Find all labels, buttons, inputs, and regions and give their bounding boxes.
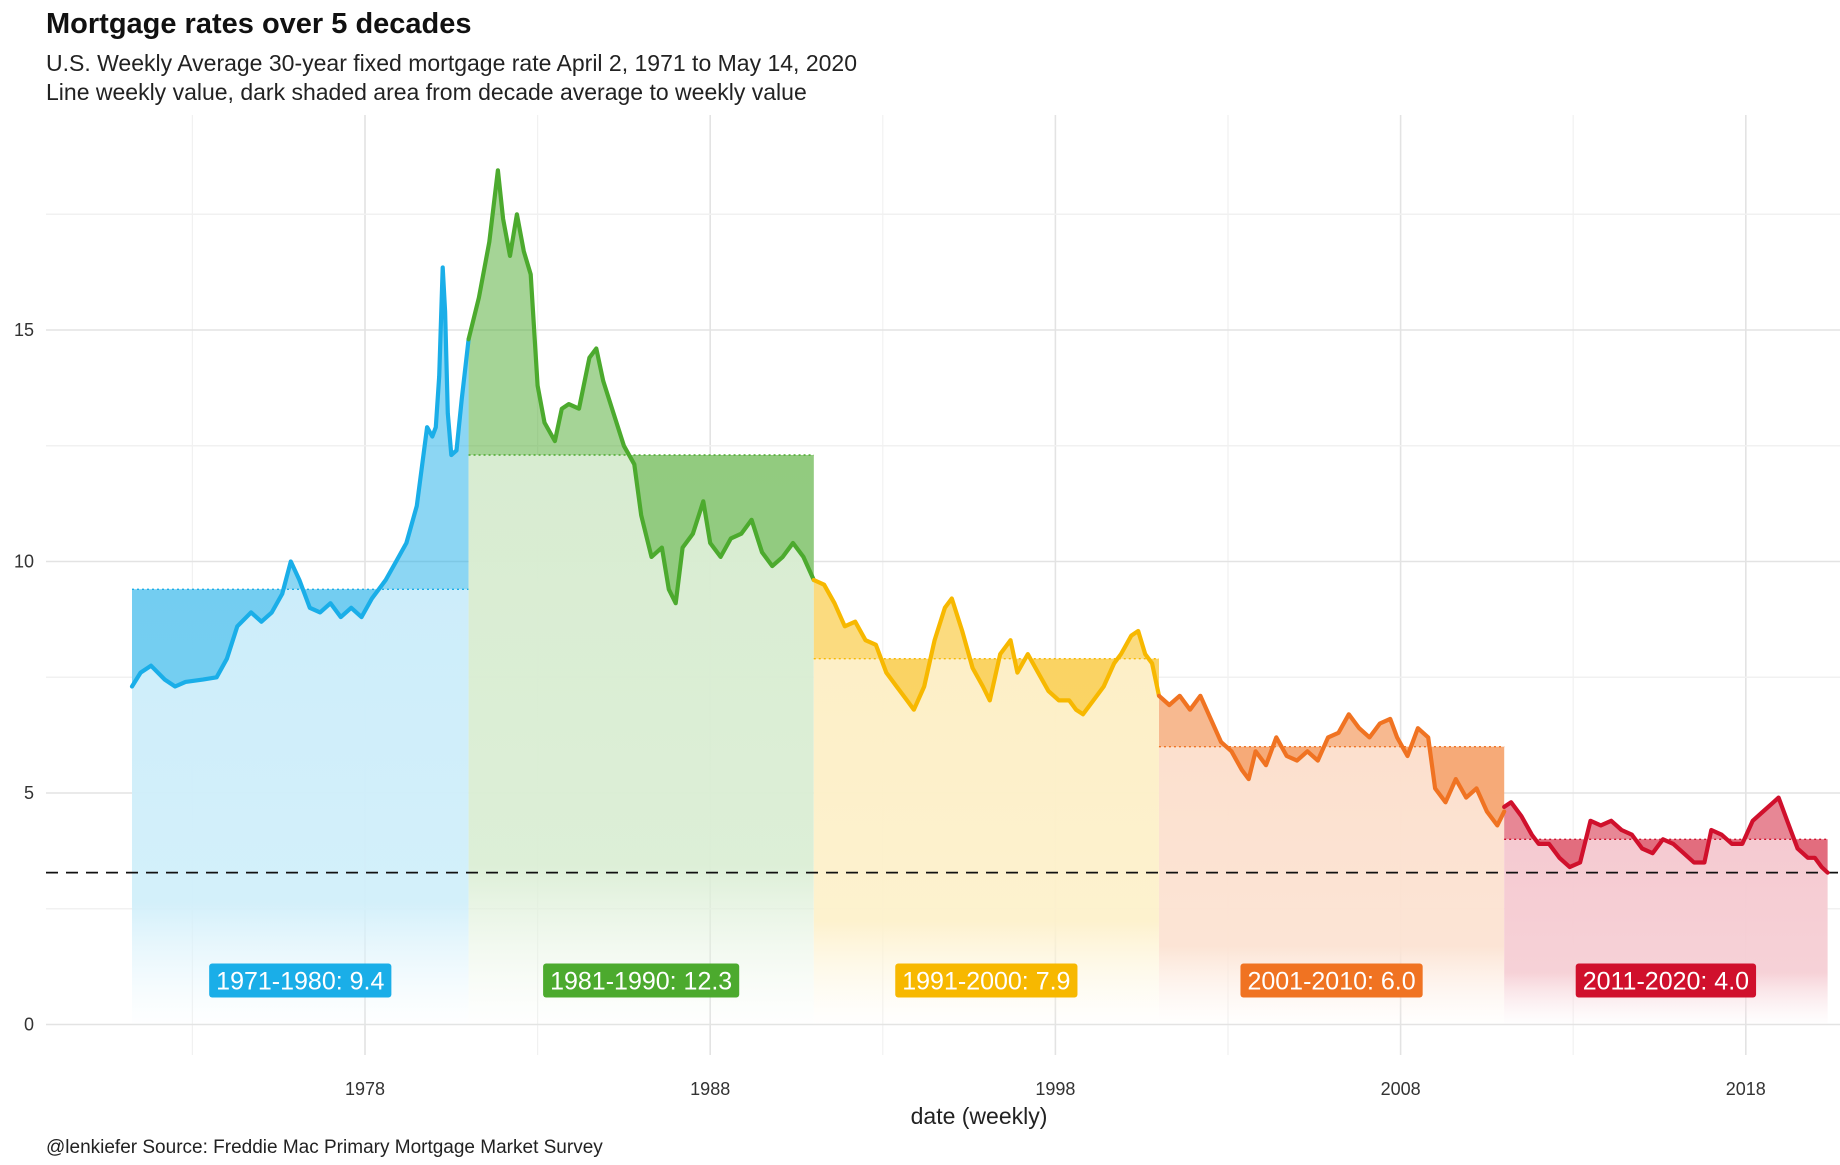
y-tick-label: 15: [14, 320, 34, 340]
weekly-rate-line-2001-2010: [1156, 693, 1507, 828]
deviation-area: [468, 170, 814, 604]
weekly-rate-line-1971-1980: [129, 265, 471, 689]
decade-badges: 1971-1980: 9.4 1981-1990: 12.3 1991-2000: …: [209, 963, 1757, 998]
x-tick-label: 2018: [1726, 1079, 1766, 1099]
x-tick-label: 1988: [690, 1079, 730, 1099]
decade-badge-label: 2001-2010: 6.0: [1247, 968, 1415, 996]
source-caption: @lenkiefer Source: Freddie Mac Primary M…: [46, 1137, 603, 1158]
x-tick-label: 1998: [1035, 1079, 1075, 1099]
decade-badge-label: 1971-1980: 9.4: [216, 968, 384, 996]
y-tick-label: 0: [24, 1015, 34, 1035]
decade-badge-2001-2010: 2001-2010: 6.0: [1240, 963, 1423, 998]
deviation-area: [1159, 695, 1505, 826]
x-axis-title: date (weekly): [911, 1103, 1048, 1129]
decade-badge-label: 1981-1990: 12.3: [550, 968, 732, 996]
deviation-area: [813, 580, 1159, 715]
series-lines: [129, 168, 1830, 875]
weekly-rate-line-1991-2000: [811, 577, 1162, 717]
x-tick-label: 1978: [345, 1079, 385, 1099]
decade-badge-1971-1980: 1971-1980: 9.4: [209, 963, 392, 998]
decade-badge-1981-1990: 1981-1990: 12.3: [543, 963, 740, 998]
y-tick-label: 5: [24, 783, 34, 803]
y-tick-label: 10: [14, 552, 34, 572]
subtitle-line-2: Line weekly value, dark shaded area from…: [46, 79, 807, 105]
decade-badge-2011-2020: 2011-2020: 4.0: [1575, 963, 1757, 998]
decade-regions: [131, 170, 1828, 1025]
decade-badge-label: 2011-2020: 4.0: [1583, 968, 1749, 996]
weekly-rate-line-2011-2020: [1502, 795, 1830, 875]
x-tick-label: 2008: [1381, 1079, 1421, 1099]
weekly-rate-line-1981-1990: [466, 168, 816, 606]
chart-title: Mortgage rates over 5 decades: [46, 8, 472, 40]
chart-subtitle: U.S. Weekly Average 30-year fixed mortga…: [46, 49, 857, 107]
deviation-area: [1504, 797, 1828, 873]
decade-badge-1991-2000: 1991-2000: 7.9: [895, 963, 1078, 998]
subtitle-line-1: U.S. Weekly Average 30-year fixed mortga…: [46, 50, 857, 76]
decade-badge-label: 1991-2000: 7.9: [902, 968, 1070, 996]
decade-average-area: [468, 455, 814, 1025]
axis-labels: 0 5 10 15 1978 1988 1998 2008 2018 date (weekly): [14, 320, 1766, 1129]
